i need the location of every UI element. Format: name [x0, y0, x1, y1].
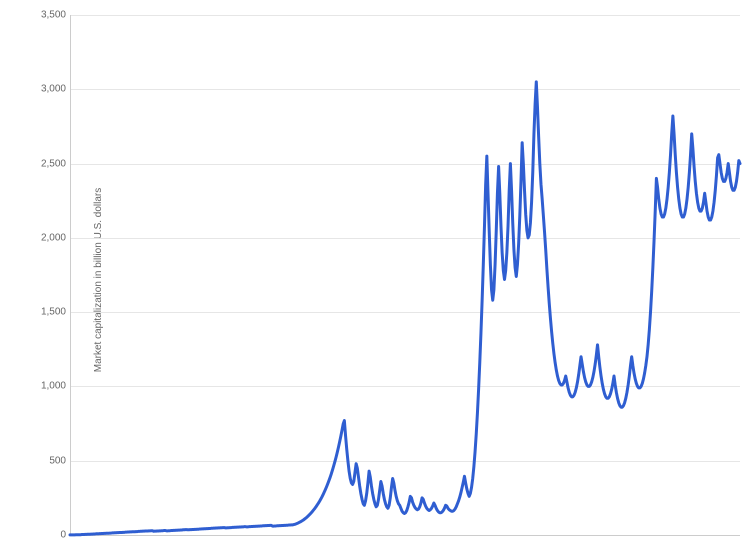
y-tick-label: 1,000	[41, 381, 66, 392]
y-tick-label: 3,000	[41, 84, 66, 95]
y-tick-label: 1,500	[41, 307, 66, 318]
y-tick-label: 3,500	[41, 10, 66, 21]
y-tick-label: 2,500	[41, 158, 66, 169]
y-tick-label: 500	[49, 455, 66, 466]
x-axis-line	[70, 535, 740, 536]
data-series-line	[70, 82, 740, 535]
line-chart	[70, 15, 740, 535]
y-tick-label: 2,000	[41, 232, 66, 243]
y-tick-label: 0	[60, 530, 66, 541]
